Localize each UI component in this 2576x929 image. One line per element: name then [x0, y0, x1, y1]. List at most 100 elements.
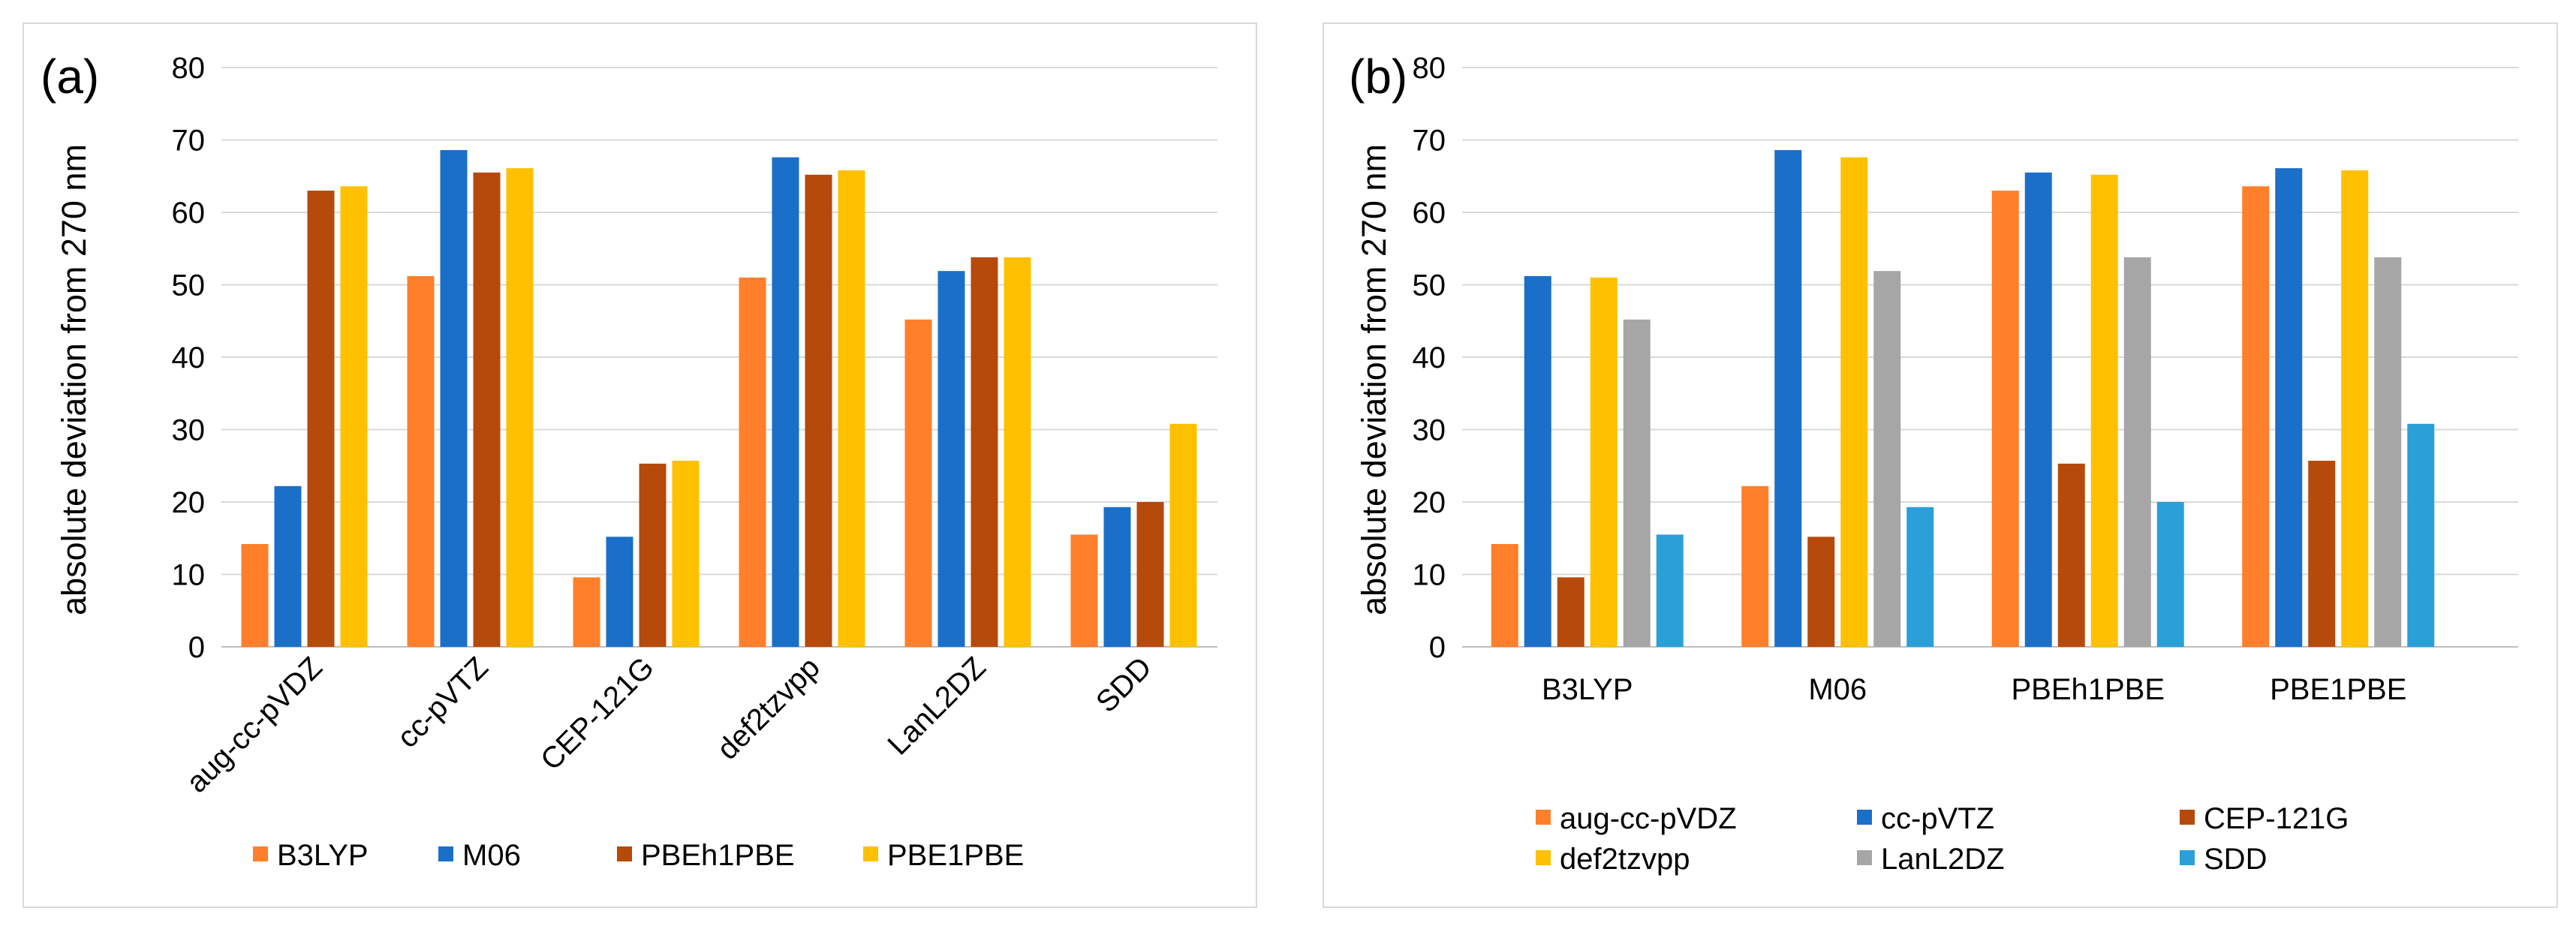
bar [1741, 486, 1769, 647]
y-tick-label: 30 [172, 414, 206, 447]
bar [772, 157, 799, 647]
x-tick-label: aug-cc-pVDZ [180, 651, 329, 799]
legend-label: def2tzvpp [1560, 843, 1690, 876]
x-tick-label: M06 [1808, 673, 1867, 706]
bar [1590, 277, 1618, 647]
y-tick-label: 50 [172, 269, 206, 302]
bar [2090, 174, 2118, 647]
panel-label: (b) [1349, 50, 1407, 104]
x-tick-label: LanL2DZ [881, 651, 992, 761]
bar [1557, 577, 1584, 647]
bar [473, 172, 501, 648]
legend-label: aug-cc-pVDZ [1560, 802, 1737, 835]
legend-label: PBE1PBE [887, 839, 1024, 872]
bar [2308, 460, 2336, 647]
y-tick-label: 50 [1413, 269, 1446, 302]
x-tick-label: SDD [1090, 651, 1158, 719]
legend-swatch [1536, 810, 1551, 825]
legend-swatch [2180, 850, 2195, 865]
y-tick-label: 60 [1413, 197, 1446, 230]
legend-swatch [253, 846, 268, 861]
bar [1991, 191, 2019, 648]
y-tick-label: 10 [1413, 559, 1446, 592]
bar [1103, 507, 1131, 647]
legend-label: SDD [2204, 843, 2267, 876]
y-tick-label: 0 [1429, 631, 1446, 664]
bar [2407, 423, 2435, 647]
y-tick-label: 0 [188, 631, 205, 664]
bar [2341, 170, 2369, 647]
legend-swatch [1857, 810, 1872, 825]
bar [805, 174, 832, 647]
y-tick-label: 40 [172, 341, 206, 374]
x-tick-label: B3LYP [1542, 673, 1633, 706]
y-tick-label: 20 [1413, 486, 1446, 519]
bar [1623, 319, 1651, 647]
bar [506, 168, 534, 647]
legend-swatch [2180, 810, 2195, 825]
bar [307, 191, 335, 648]
bar [407, 275, 435, 647]
legend-label: PBEh1PBE [641, 839, 795, 872]
bar [2275, 168, 2303, 647]
bar [2242, 186, 2270, 647]
bar [1004, 257, 1031, 648]
bar [1136, 502, 1164, 647]
bar [274, 486, 302, 647]
y-tick-label: 60 [172, 197, 206, 230]
y-axis-label: absolute deviation from 270 nm [55, 144, 93, 615]
legend-label: CEP-121G [2204, 802, 2349, 835]
bar [2374, 257, 2402, 648]
y-tick-label: 70 [172, 125, 206, 158]
bar [2057, 463, 2085, 647]
x-tick-label: cc-pVTZ [391, 651, 495, 754]
bar [1807, 537, 1835, 647]
bar [340, 186, 368, 647]
chart-a-svg: 0 10 20 30 40 50 60 70 80 aug-cc-pVDZ cc-pVTZ CEP-1… [41, 50, 1217, 872]
bar [1906, 507, 1934, 647]
bar [1656, 534, 1684, 647]
x-tick-label: CEP-121G [534, 651, 661, 777]
y-axis-label: absolute deviation from 270 nm [1355, 144, 1393, 615]
bar [1840, 157, 1868, 647]
legend-label: B3LYP [277, 839, 369, 872]
legend-label: LanL2DZ [1881, 843, 2005, 876]
legend-swatch [1536, 850, 1551, 865]
y-tick-label: 70 [1413, 125, 1446, 158]
bar [639, 463, 667, 647]
legend-swatch [863, 846, 878, 861]
bar [1774, 150, 1802, 647]
bar [606, 537, 633, 647]
y-tick-label: 80 [172, 52, 206, 85]
bar [838, 170, 865, 647]
bar [1070, 534, 1098, 647]
bar [573, 577, 600, 647]
chart-b-svg: 0 10 20 30 40 50 60 70 80 B3LYP M06 PBEh1PBE PBE1PBE… [1349, 50, 2518, 876]
y-tick-label: 80 [1413, 52, 1446, 85]
bar [440, 150, 468, 647]
y-tick-label: 30 [1413, 414, 1446, 447]
legend-swatch [438, 846, 453, 861]
bar [2156, 502, 2184, 647]
bar [904, 319, 932, 647]
y-tick-label: 40 [1413, 341, 1446, 374]
bar [2024, 172, 2052, 648]
bar [672, 460, 700, 647]
legend-label: cc-pVTZ [1881, 802, 1994, 835]
chart-panel-b: 0 10 20 30 40 50 60 70 80 B3LYP M06 PBEh1PBE PBE1PBE… [1323, 23, 2558, 908]
bar [1169, 423, 1197, 647]
x-tick-label: PBE1PBE [2270, 673, 2406, 706]
x-tick-label: PBEh1PBE [2011, 673, 2165, 706]
bar [971, 257, 998, 648]
y-tick-label: 20 [172, 486, 206, 519]
y-tick-label: 10 [172, 559, 206, 592]
bar [241, 543, 269, 647]
chart-panel-a: 0 10 20 30 40 50 60 70 80 aug-cc-pVDZ cc-pVTZ CEP-1… [23, 23, 1257, 908]
panel-label: (a) [41, 50, 99, 104]
bar [1524, 275, 1551, 647]
bar [937, 271, 965, 647]
legend-swatch [617, 846, 632, 861]
bar [2123, 257, 2151, 648]
bar [739, 277, 766, 647]
legend-swatch [1857, 850, 1872, 865]
